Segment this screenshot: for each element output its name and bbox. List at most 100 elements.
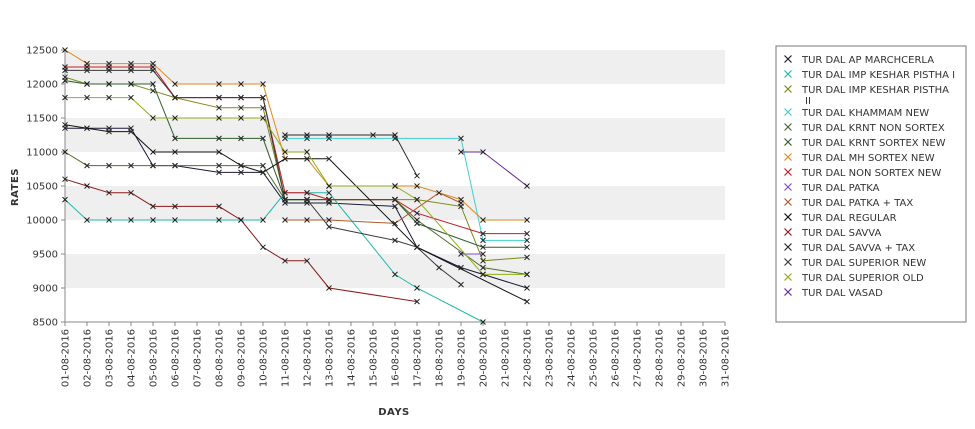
data-point <box>304 155 310 162</box>
data-point <box>128 67 134 74</box>
data-point <box>260 81 266 87</box>
data-point <box>106 128 112 135</box>
data-point <box>524 183 530 189</box>
series <box>62 94 530 278</box>
x-tick-label: 13-08-2016 <box>325 329 336 387</box>
x-tick-label: 09-08-2016 <box>237 329 248 387</box>
series-line <box>65 69 462 285</box>
x-tick-label: 24-08-2016 <box>567 329 578 387</box>
data-point <box>172 81 178 87</box>
data-point <box>392 271 398 278</box>
legend-item: TUR DAL KRNT SORTEX NEW <box>784 138 946 149</box>
legend-label: TUR DAL SAVVA <box>801 228 881 239</box>
data-point <box>480 217 486 223</box>
data-point <box>304 217 310 223</box>
data-point <box>216 162 222 169</box>
background-band <box>65 186 725 220</box>
data-point <box>480 149 486 155</box>
data-point <box>480 237 486 244</box>
data-point <box>304 257 310 264</box>
data-point <box>238 115 244 121</box>
legend-label: TUR DAL VASAD <box>801 288 883 299</box>
data-point <box>480 319 486 325</box>
data-point <box>216 149 222 155</box>
data-point <box>84 125 90 132</box>
y-tick-label: 9000 <box>33 284 58 295</box>
legend-marker <box>784 70 792 78</box>
data-point <box>392 203 398 210</box>
series <box>62 176 420 305</box>
data-point <box>128 81 134 87</box>
data-point <box>172 94 178 101</box>
data-point <box>216 81 222 87</box>
data-point <box>260 244 266 251</box>
x-tick-label: 22-08-2016 <box>523 329 534 387</box>
data-point <box>282 155 288 162</box>
legend-item: TUR DAL KRNT NON SORTEX <box>784 123 945 134</box>
legend-label: TUR DAL SAVVA + TAX <box>801 243 915 254</box>
data-point <box>524 285 530 291</box>
legend-item: TUR DAL IMP KESHAR PISTHA I <box>784 70 955 81</box>
series-line <box>64 80 527 248</box>
data-point <box>414 196 420 203</box>
x-tick-label: 21-08-2016 <box>501 329 512 387</box>
y-tick-label: 12000 <box>26 80 58 91</box>
legend-marker <box>784 228 792 236</box>
legend-marker <box>784 123 792 131</box>
data-point <box>84 81 90 87</box>
data-point <box>282 257 288 264</box>
data-point <box>480 251 486 257</box>
legend-item: TUR DAL SUPERIOR NEW <box>784 258 926 269</box>
series <box>282 132 420 179</box>
data-point <box>392 196 398 203</box>
x-tick-label: 05-08-2016 <box>149 329 160 387</box>
data-point <box>238 94 244 101</box>
x-tick-label: 19-08-2016 <box>457 329 468 387</box>
legend-label: TUR DAL PATKA <box>801 183 880 194</box>
data-point <box>392 220 398 227</box>
data-point <box>392 132 398 138</box>
data-point <box>150 217 156 223</box>
series <box>458 149 530 189</box>
data-point <box>62 196 68 203</box>
data-point <box>326 223 332 230</box>
legend-item: TUR DAL NON SORTEX NEW <box>784 168 941 179</box>
legend-label: TUR DAL KRNT NON SORTEX <box>801 123 945 134</box>
data-point <box>150 203 156 210</box>
legend-item: TUR DAL SAVVA + TAX <box>784 243 915 254</box>
data-point <box>260 135 266 142</box>
data-point <box>326 217 332 223</box>
x-tick-label: 11-08-2016 <box>281 329 292 387</box>
y-tick-label: 10500 <box>26 182 58 193</box>
data-point <box>480 264 486 271</box>
data-point <box>62 94 68 101</box>
x-tick-label: 26-08-2016 <box>611 329 622 387</box>
data-point <box>436 264 442 271</box>
data-point <box>304 132 310 138</box>
series-line <box>285 134 418 177</box>
x-axis-ticks: 01-08-2016 02-08-2016 03-08-2016 04-08-2016… <box>61 322 732 387</box>
legend-marker <box>784 85 792 93</box>
background-bands <box>65 50 725 322</box>
x-tick-label: 01-08-2016 <box>61 329 72 387</box>
legend-marker <box>784 213 792 221</box>
data-point <box>106 217 112 223</box>
y-tick-label: 11000 <box>26 148 58 159</box>
data-point <box>326 183 332 189</box>
data-point <box>128 94 134 101</box>
data-point <box>524 230 530 237</box>
data-point <box>304 189 310 196</box>
x-tick-label: 04-08-2016 <box>127 329 138 387</box>
data-point <box>172 135 178 142</box>
data-point <box>150 149 156 155</box>
background-band <box>65 84 725 118</box>
data-point <box>436 189 442 196</box>
data-point <box>524 244 530 251</box>
x-tick-label: 20-08-2016 <box>479 329 490 387</box>
data-point <box>84 67 90 74</box>
data-point <box>172 115 178 121</box>
data-point <box>106 189 112 196</box>
data-point <box>238 217 244 223</box>
legend-marker <box>784 138 792 146</box>
